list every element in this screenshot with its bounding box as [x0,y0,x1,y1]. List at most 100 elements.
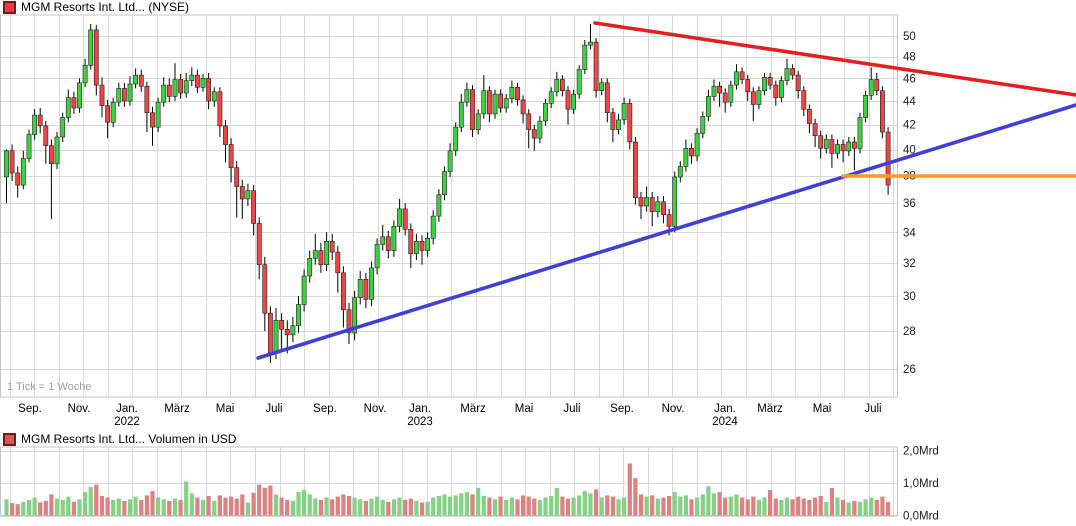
volume-bar [375,496,380,516]
candle-body [340,272,346,311]
candle-body [37,114,43,127]
volume-bar [515,499,520,516]
volume-bar [245,502,250,516]
candle-body [599,82,605,92]
candle-body [318,250,324,266]
volume-bar [706,486,711,516]
trendline-falling-resistance [593,21,1076,97]
candle-body [43,125,49,147]
volume-bar [251,492,256,516]
volume-bar [644,496,649,516]
volume-bar [728,496,733,516]
candle-body [554,79,560,93]
candle-body [256,223,262,266]
candle-body [526,113,532,130]
volume-bar [369,498,374,516]
volume-bar [740,497,745,516]
candle-body [806,108,812,124]
time-axis-tick: Mai [216,403,235,415]
candle-body [812,123,818,136]
candle-body [689,148,694,157]
volume-bar [874,499,879,516]
volume-bar [217,495,222,516]
volume-bar [700,494,705,516]
volume-bar [15,504,20,516]
volume-bar [83,492,88,516]
time-axis-tick: Jan. [116,403,138,415]
volume-bar [279,497,284,516]
volume-bar [273,494,279,516]
candle-body [122,88,127,102]
candle-body [71,97,77,109]
trendline-rising-support [256,103,1076,360]
time-axis-year: 2022 [114,416,140,428]
candle-body [683,148,689,167]
volume-bar [212,500,217,516]
candle-body [116,88,122,103]
volume-bar [790,499,795,516]
volume-bar [711,493,717,516]
volume-bar [717,492,722,516]
volume-bar [122,500,127,516]
time-axis-tick: Mai [515,403,534,415]
volume-bar [111,499,116,516]
volume-bar [195,497,200,516]
volume-bar [184,481,189,516]
volume-bar [762,497,767,516]
volume-bar [94,484,99,516]
candle-body [88,29,94,66]
candle-body [531,129,537,139]
candle-body [352,297,357,334]
volume-bar [773,498,778,516]
volume-bar [543,497,548,516]
volume-bar [156,497,161,516]
volume-bar [335,496,340,516]
price-axis-tick: 42 [903,120,916,132]
time-axis-tick: Jan. [714,403,736,415]
volume-bar [285,499,290,516]
candle-body [857,117,863,149]
volume-axis-tick: 2,0Mrd [903,446,939,458]
candle-body [661,201,666,216]
volume-bar [852,500,857,516]
candle-body [616,119,621,130]
candle-body [835,144,840,154]
candle-body [93,29,99,86]
volume-bar [846,502,851,516]
volume-bar [161,499,166,516]
volume-bar [616,499,621,516]
price-axis-tick: 28 [903,326,916,338]
volume-bar [330,499,335,516]
volume-bar [60,499,65,516]
volume-bar [302,490,307,516]
candle-body [402,208,408,230]
volume-bar [127,499,133,516]
candle-body [588,41,593,46]
candle-body [464,89,470,103]
volume-bar [526,496,531,516]
volume-bar [172,498,178,516]
candle-body [762,77,767,92]
candle-body [520,99,526,115]
candle-body [217,91,223,127]
volume-bar [397,497,402,516]
price-axis-tick: 48 [903,52,916,64]
volume-bar [476,487,481,516]
candle-body [195,74,200,88]
candle-body [458,101,464,128]
volume-bar [240,494,245,516]
volume-bar [54,498,60,516]
candle-body [784,68,790,81]
volume-bar [10,503,15,516]
time-axis-tick: Juli [265,403,282,415]
candle-body [20,158,26,186]
volume-bar [801,498,806,516]
candle-body [767,77,773,86]
candle-body [851,141,857,149]
volume-bar [133,496,138,516]
volume-bar [38,502,43,516]
volume-bar [627,463,632,516]
candle-body [644,197,649,207]
candle-body [492,93,498,115]
candle-body [262,264,268,314]
